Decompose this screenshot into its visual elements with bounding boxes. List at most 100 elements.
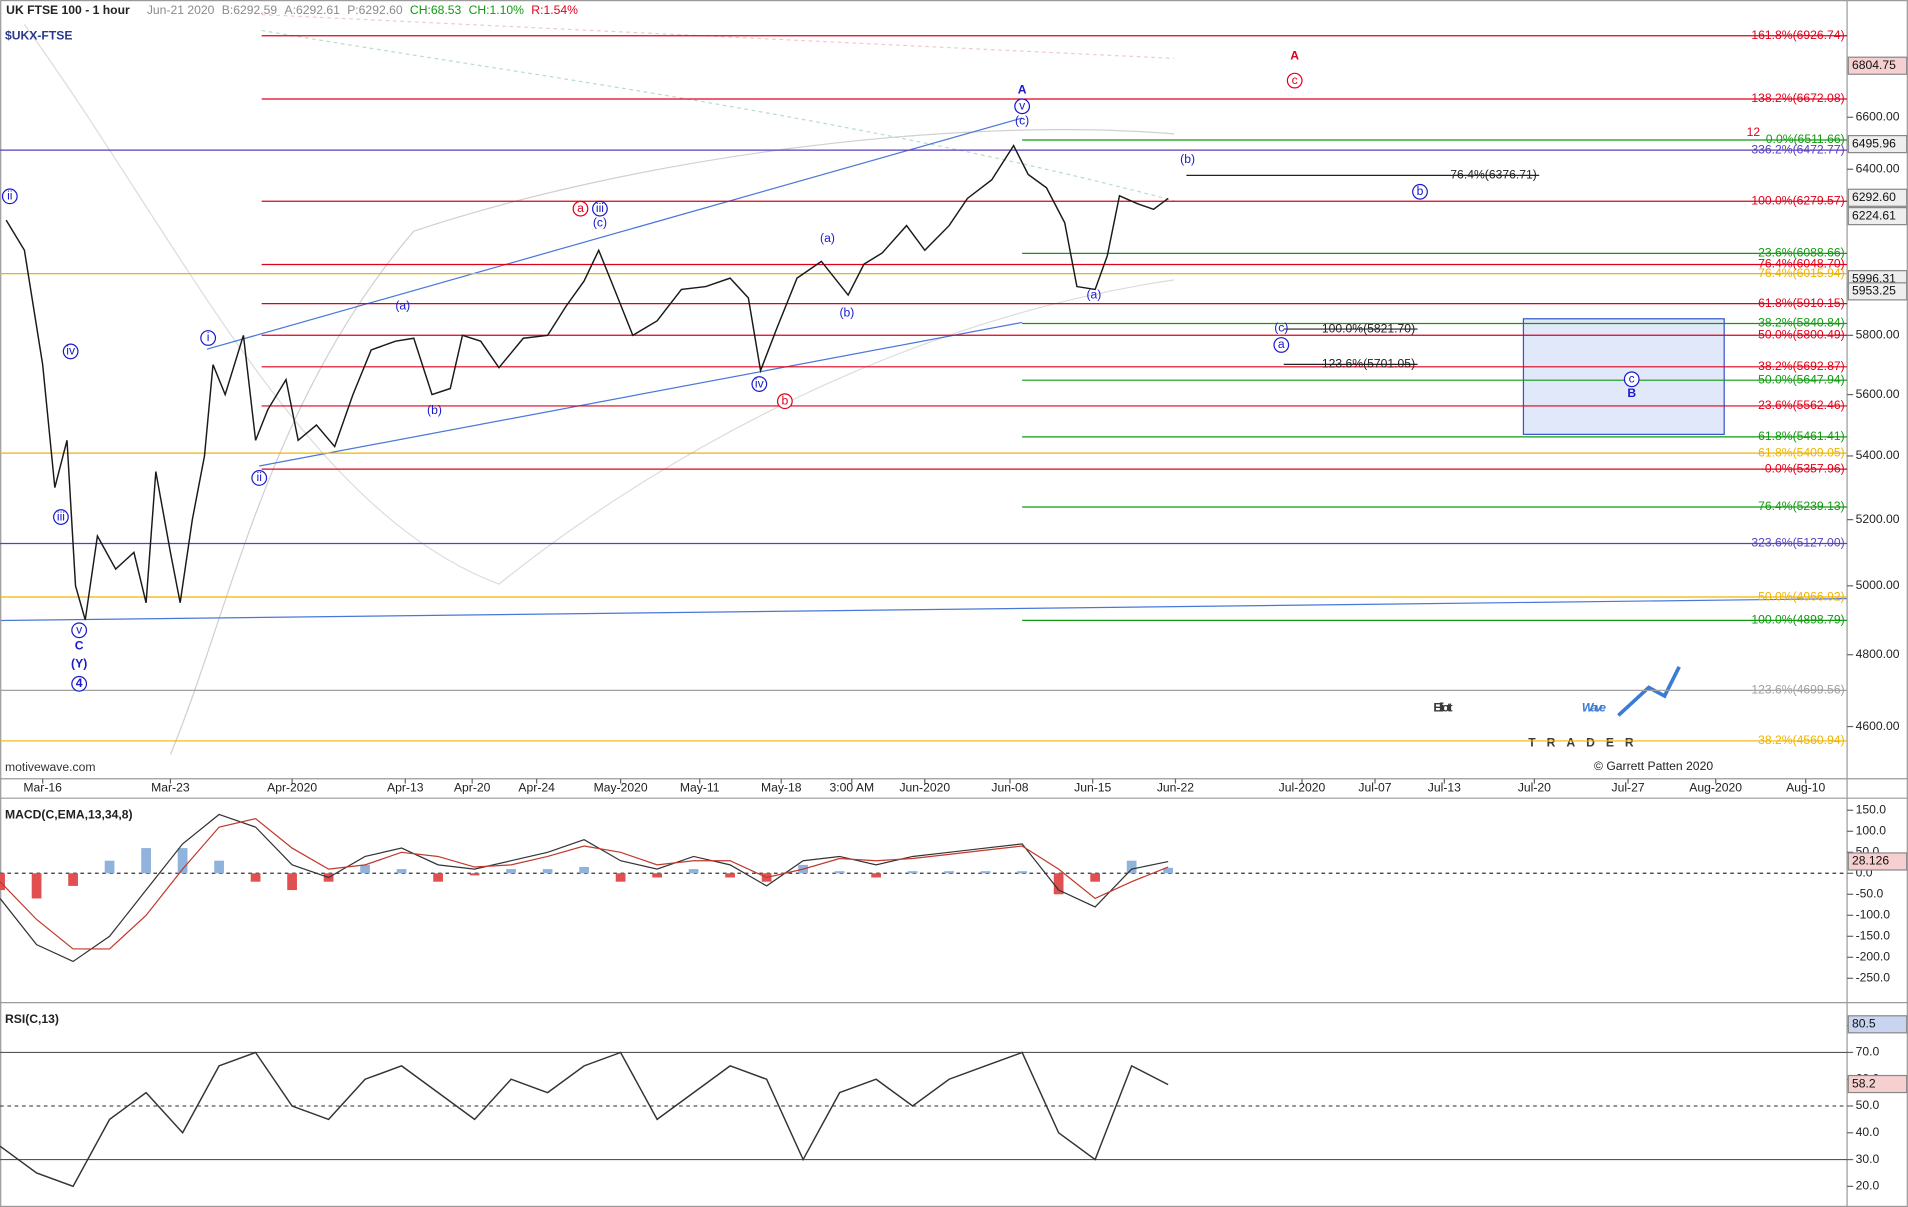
badge-label: 5996.31 — [1852, 271, 1896, 285]
histogram-bar — [688, 869, 699, 874]
wave-label: i — [207, 330, 210, 344]
wave-circle — [251, 470, 268, 486]
x-tick-label: Aug-2020 — [1689, 781, 1742, 795]
chart-title: $UKX-FTSE — [5, 29, 73, 43]
panel-title: RSI(C,13) — [5, 1012, 59, 1026]
histogram-bar — [0, 873, 5, 891]
fib-label: 38.2%(5840.84) — [1758, 316, 1845, 330]
trend-line — [259, 321, 1023, 467]
x-tick-label: Aug-10 — [1786, 781, 1825, 795]
x-tick-label: Apr-13 — [387, 781, 424, 795]
fib-label: 138.2%(6672.08) — [1751, 91, 1844, 105]
fib-label: 76.4%(6015.94) — [1758, 266, 1845, 280]
wave-label: (c) — [593, 216, 607, 230]
price-badge — [1847, 188, 1908, 207]
fib-label: 76.4%(6376.71) — [1450, 168, 1537, 182]
price-line — [5, 144, 1169, 621]
wave-label: iv — [755, 376, 765, 390]
histogram-bar — [1017, 871, 1028, 874]
wave-label: ii — [7, 189, 12, 203]
y-tick-label: -150.0 — [1856, 929, 1891, 943]
histogram-bar — [834, 871, 845, 874]
ma-line — [23, 23, 1175, 585]
fib-label: 161.8%(6926.74) — [1751, 28, 1844, 42]
x-tick-label: Mar-23 — [151, 781, 190, 795]
wave-label: B — [1627, 386, 1636, 400]
histogram-bar — [214, 860, 224, 874]
wave-label: (a) — [820, 231, 835, 245]
y-tick-label: -50.0 — [1856, 887, 1884, 901]
x-tick-label: Apr-24 — [518, 781, 555, 795]
x-tick-label: Jun-08 — [991, 781, 1028, 795]
wave-circle — [71, 622, 88, 639]
fib-label: 123.6%(5701.05) — [1322, 357, 1415, 371]
fib-label: 323.6%(5127.00) — [1751, 536, 1844, 550]
fib-label: 61.8%(5461.41) — [1758, 429, 1845, 443]
quote: CH:1.10% — [469, 3, 525, 17]
y-tick-label: 5600.00 — [1856, 387, 1900, 401]
wave-label: iii — [596, 201, 604, 215]
histogram-bar — [506, 869, 516, 874]
panel-title: MACD(C,EMA,13,34,8) — [5, 807, 133, 821]
histogram-bar — [360, 864, 370, 874]
wave-label: iii — [57, 509, 65, 523]
source: motivewave.com — [5, 760, 96, 774]
x-tick-label: Apr-2020 — [267, 781, 317, 795]
fib-label: 50.0%(4966.92) — [1758, 589, 1845, 603]
subtitle: UK FTSE 100 - 1 hour — [6, 3, 130, 17]
wave-label: (b) — [839, 306, 854, 320]
quote: A:6292.61 — [284, 3, 340, 17]
y-tick-label: 20.0 — [1856, 1179, 1880, 1193]
price-badge — [1847, 1074, 1908, 1094]
x-tick-label: Jul-20 — [1518, 781, 1551, 795]
histogram-bar — [396, 869, 407, 874]
trend-line — [0, 598, 1848, 622]
histogram-bar — [250, 873, 261, 882]
badge-label: 6224.61 — [1852, 208, 1896, 222]
y-tick-label: 6400.00 — [1856, 161, 1900, 175]
wave-circle — [71, 675, 88, 692]
price-badge — [1847, 134, 1908, 154]
wave-circle — [53, 509, 69, 525]
fib-label: 50.0%(5647.94) — [1758, 372, 1845, 386]
wave-label: (c) — [1274, 320, 1288, 334]
fib-label: 23.6%(5562.46) — [1758, 398, 1845, 412]
wave-label: (a) — [1086, 288, 1101, 302]
wave-circle — [62, 343, 79, 360]
wave-label: b — [781, 393, 788, 407]
x-tick-label: May-2020 — [594, 781, 648, 795]
wave-label: b — [1417, 184, 1424, 198]
logo-arrow — [1617, 665, 1681, 717]
header: UK FTSE 100 - 1 hour Jun-21 2020 B:6292.59… — [6, 3, 578, 17]
fib-label: 23.6%(6088.66) — [1758, 246, 1845, 260]
logo-word: Elliott — [1433, 700, 1452, 714]
price-badge — [1847, 282, 1908, 301]
price-badge — [1847, 1015, 1908, 1034]
histogram-bar — [907, 871, 918, 874]
y-tick-label: 50.0 — [1856, 1098, 1880, 1112]
histogram-bar — [1163, 867, 1174, 874]
y-tick-label: 6600.00 — [1856, 110, 1900, 124]
wave-label: C — [75, 639, 84, 653]
histogram-bar — [104, 860, 115, 874]
price-badge — [1847, 56, 1908, 75]
wave-circle — [776, 393, 793, 410]
fib-label: 76.4%(6048.70) — [1758, 257, 1845, 271]
y-tick-label: 5000.00 — [1856, 578, 1900, 592]
histogram-bar — [68, 873, 78, 886]
fib-label: 100.0%(6279.57) — [1751, 193, 1844, 207]
y-tick-label: 4600.00 — [1856, 719, 1900, 733]
wave-circle — [1286, 72, 1303, 89]
badge-label: 6495.96 — [1852, 136, 1896, 150]
x-tick-label: Jul-07 — [1358, 781, 1391, 795]
wave-label: (c) — [1015, 113, 1029, 127]
wave-circle — [1412, 183, 1428, 200]
histogram-bar — [433, 873, 443, 882]
wave-label: (b) — [427, 403, 442, 417]
badge-label: 80.5 — [1852, 1017, 1876, 1031]
wave-label: iv — [66, 344, 76, 358]
y-tick-label: -100.0 — [1856, 908, 1891, 922]
y-tick-label: 40.0 — [1856, 1125, 1880, 1139]
